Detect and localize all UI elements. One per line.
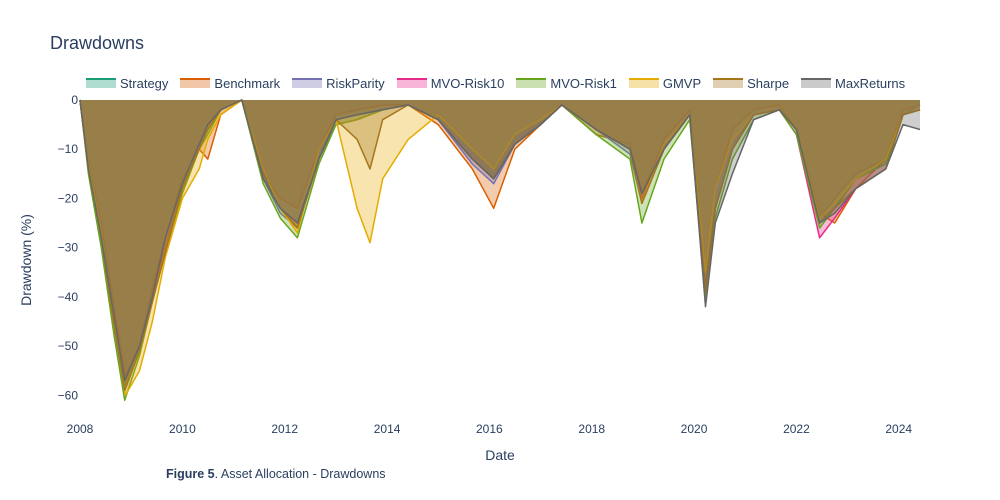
- legend-swatch: [801, 78, 832, 88]
- series-area-riskparity: [80, 100, 920, 381]
- legend-item-benchmark[interactable]: Benchmark: [180, 76, 280, 91]
- figure-caption-label: Figure 5: [166, 467, 215, 481]
- series-area-gmvp: [80, 100, 920, 396]
- legend-swatch: [516, 78, 547, 88]
- figure-caption: Figure 5. Asset Allocation - Drawdowns: [166, 467, 386, 481]
- y-axis: 0 −10 −20 −30 −40 −50 −60: [58, 93, 79, 402]
- legend-swatch: [86, 78, 116, 88]
- legend-label: MVO-Risk1: [550, 75, 617, 91]
- legend-item-maxreturns[interactable]: MaxReturns: [801, 76, 905, 91]
- series-area-strategy: [80, 100, 920, 386]
- legend-item-strategy[interactable]: Strategy: [86, 76, 168, 91]
- y-tick-label: −50: [58, 339, 79, 353]
- legend-label: RiskParity: [326, 75, 385, 91]
- legend-item-sharpe[interactable]: Sharpe: [713, 76, 789, 91]
- legend-item-mvo-risk1[interactable]: MVO-Risk1: [516, 75, 617, 91]
- series-area-mvo-risk1: [80, 100, 920, 401]
- series-area-mvo-risk10: [80, 100, 920, 391]
- legend-swatch-line: [396, 78, 427, 80]
- legend-label: Strategy: [120, 75, 169, 91]
- x-tick-label: 2018: [578, 422, 605, 436]
- x-axis: 2008 2010 2012 2014 2016 2018 2020 2022 2024: [67, 422, 913, 436]
- x-axis-title: Date: [485, 447, 515, 463]
- series-layer: [79, 99, 921, 401]
- y-tick-label: −60: [58, 388, 79, 402]
- x-tick-label: 2012: [271, 422, 298, 436]
- y-tick-label: −40: [58, 290, 79, 304]
- x-tick-label: 2014: [374, 422, 401, 436]
- legend-label: Benchmark: [214, 75, 281, 91]
- legend-swatch-line: [180, 78, 211, 80]
- figure-caption-text: . Asset Allocation - Drawdowns: [214, 467, 386, 481]
- legend-label: MaxReturns: [835, 75, 906, 91]
- x-tick-label: 2022: [783, 422, 810, 436]
- legend-swatch-line: [713, 78, 744, 80]
- series-area-sharpe: [80, 100, 920, 391]
- legend-item-mvo-risk10[interactable]: MVO-Risk10: [396, 75, 505, 91]
- legend-swatch-line: [801, 78, 832, 80]
- legend-swatch: [396, 78, 427, 88]
- legend-item-riskparity[interactable]: RiskParity: [292, 76, 385, 91]
- y-tick-label: −10: [58, 142, 79, 156]
- legend-label: Sharpe: [747, 75, 790, 91]
- legend-item-gmvp[interactable]: GMVP: [628, 75, 702, 91]
- legend-swatch: [292, 78, 323, 88]
- legend-swatch-line: [86, 78, 116, 80]
- y-tick-label: 0: [71, 93, 78, 107]
- legend-swatch-line: [292, 78, 323, 80]
- legend-swatch: [628, 78, 659, 88]
- legend-label: GMVP: [662, 75, 702, 91]
- chart-title: Drawdowns: [50, 33, 145, 53]
- x-tick-label: 2020: [681, 422, 708, 436]
- series-area-maxreturns: [80, 100, 920, 381]
- series-line-maxreturns: [79, 99, 921, 382]
- x-tick-label: 2008: [67, 422, 94, 436]
- x-tick-label: 2024: [885, 422, 912, 436]
- series-area-benchmark: [80, 100, 920, 376]
- x-tick-label: 2010: [169, 422, 196, 436]
- x-tick-label: 2016: [476, 422, 503, 436]
- legend-swatch: [180, 78, 211, 88]
- y-tick-label: −20: [58, 191, 79, 205]
- y-tick-label: −30: [58, 241, 79, 255]
- legend-swatch-line: [516, 78, 547, 80]
- legend-swatch-line: [628, 78, 659, 80]
- y-axis-title: Drawdown (%): [18, 214, 34, 306]
- legend-swatch: [713, 78, 744, 88]
- legend: Strategy Benchmark RiskParity MVO-Risk10 MVO…: [86, 74, 917, 92]
- legend-label: MVO-Risk10: [430, 75, 505, 91]
